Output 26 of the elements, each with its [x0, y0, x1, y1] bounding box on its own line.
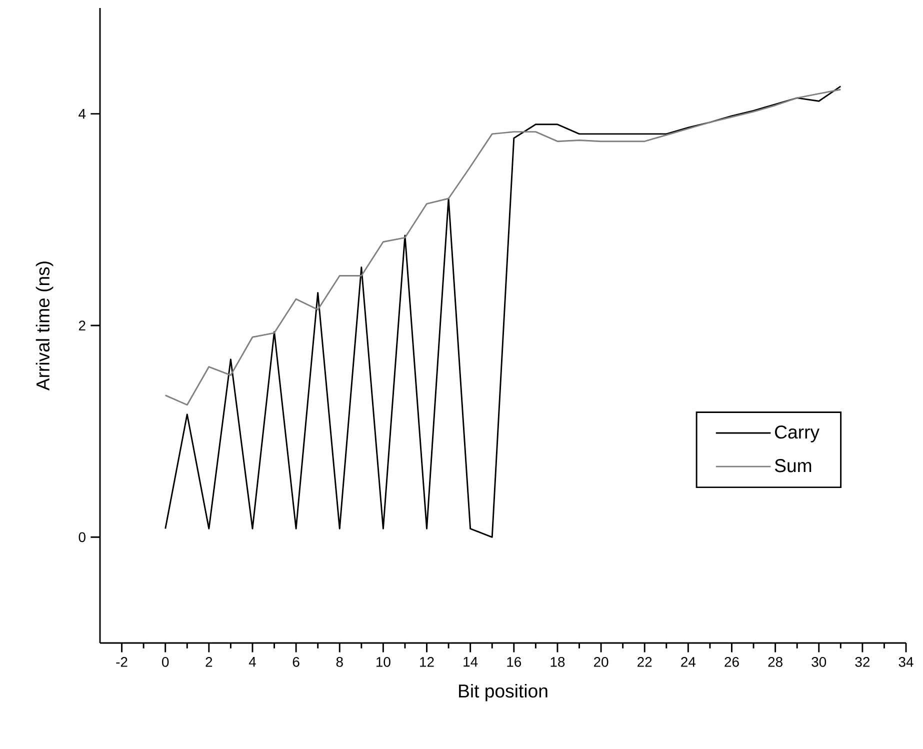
- y-tick-label: 2: [78, 320, 86, 330]
- y-axis-title: Arrival time (ns): [36, 262, 54, 391]
- legend-label: Carry: [775, 425, 820, 442]
- x-tick-label: 22: [638, 657, 652, 667]
- x-tick-label: 10: [376, 657, 390, 667]
- x-tick-label: 12: [420, 657, 434, 667]
- x-tick-label: -2: [116, 657, 128, 667]
- x-tick-label: 26: [724, 657, 739, 667]
- x-tick-label: 6: [292, 657, 300, 667]
- x-tick-label: 0: [162, 657, 169, 667]
- x-tick-label: 4: [248, 657, 256, 667]
- x-tick-label: 18: [550, 657, 565, 667]
- x-tick-label: 34: [898, 657, 914, 667]
- y-tick-label: 0: [78, 532, 86, 542]
- x-tick-label: 14: [464, 657, 478, 667]
- x-tick-label: 24: [681, 657, 696, 667]
- x-tick-label: 28: [768, 657, 782, 667]
- x-tick-label: 16: [507, 657, 522, 667]
- x-tick-label: 32: [855, 657, 870, 667]
- legend-label: Sum: [774, 459, 812, 472]
- x-tick-label: 20: [594, 657, 608, 667]
- x-tick-label: 30: [812, 657, 826, 667]
- y-tick-label: 4: [78, 109, 86, 119]
- x-axis-title: Bit position: [459, 684, 548, 702]
- x-tick-label: 2: [206, 657, 212, 667]
- x-tick-label: 8: [336, 657, 343, 667]
